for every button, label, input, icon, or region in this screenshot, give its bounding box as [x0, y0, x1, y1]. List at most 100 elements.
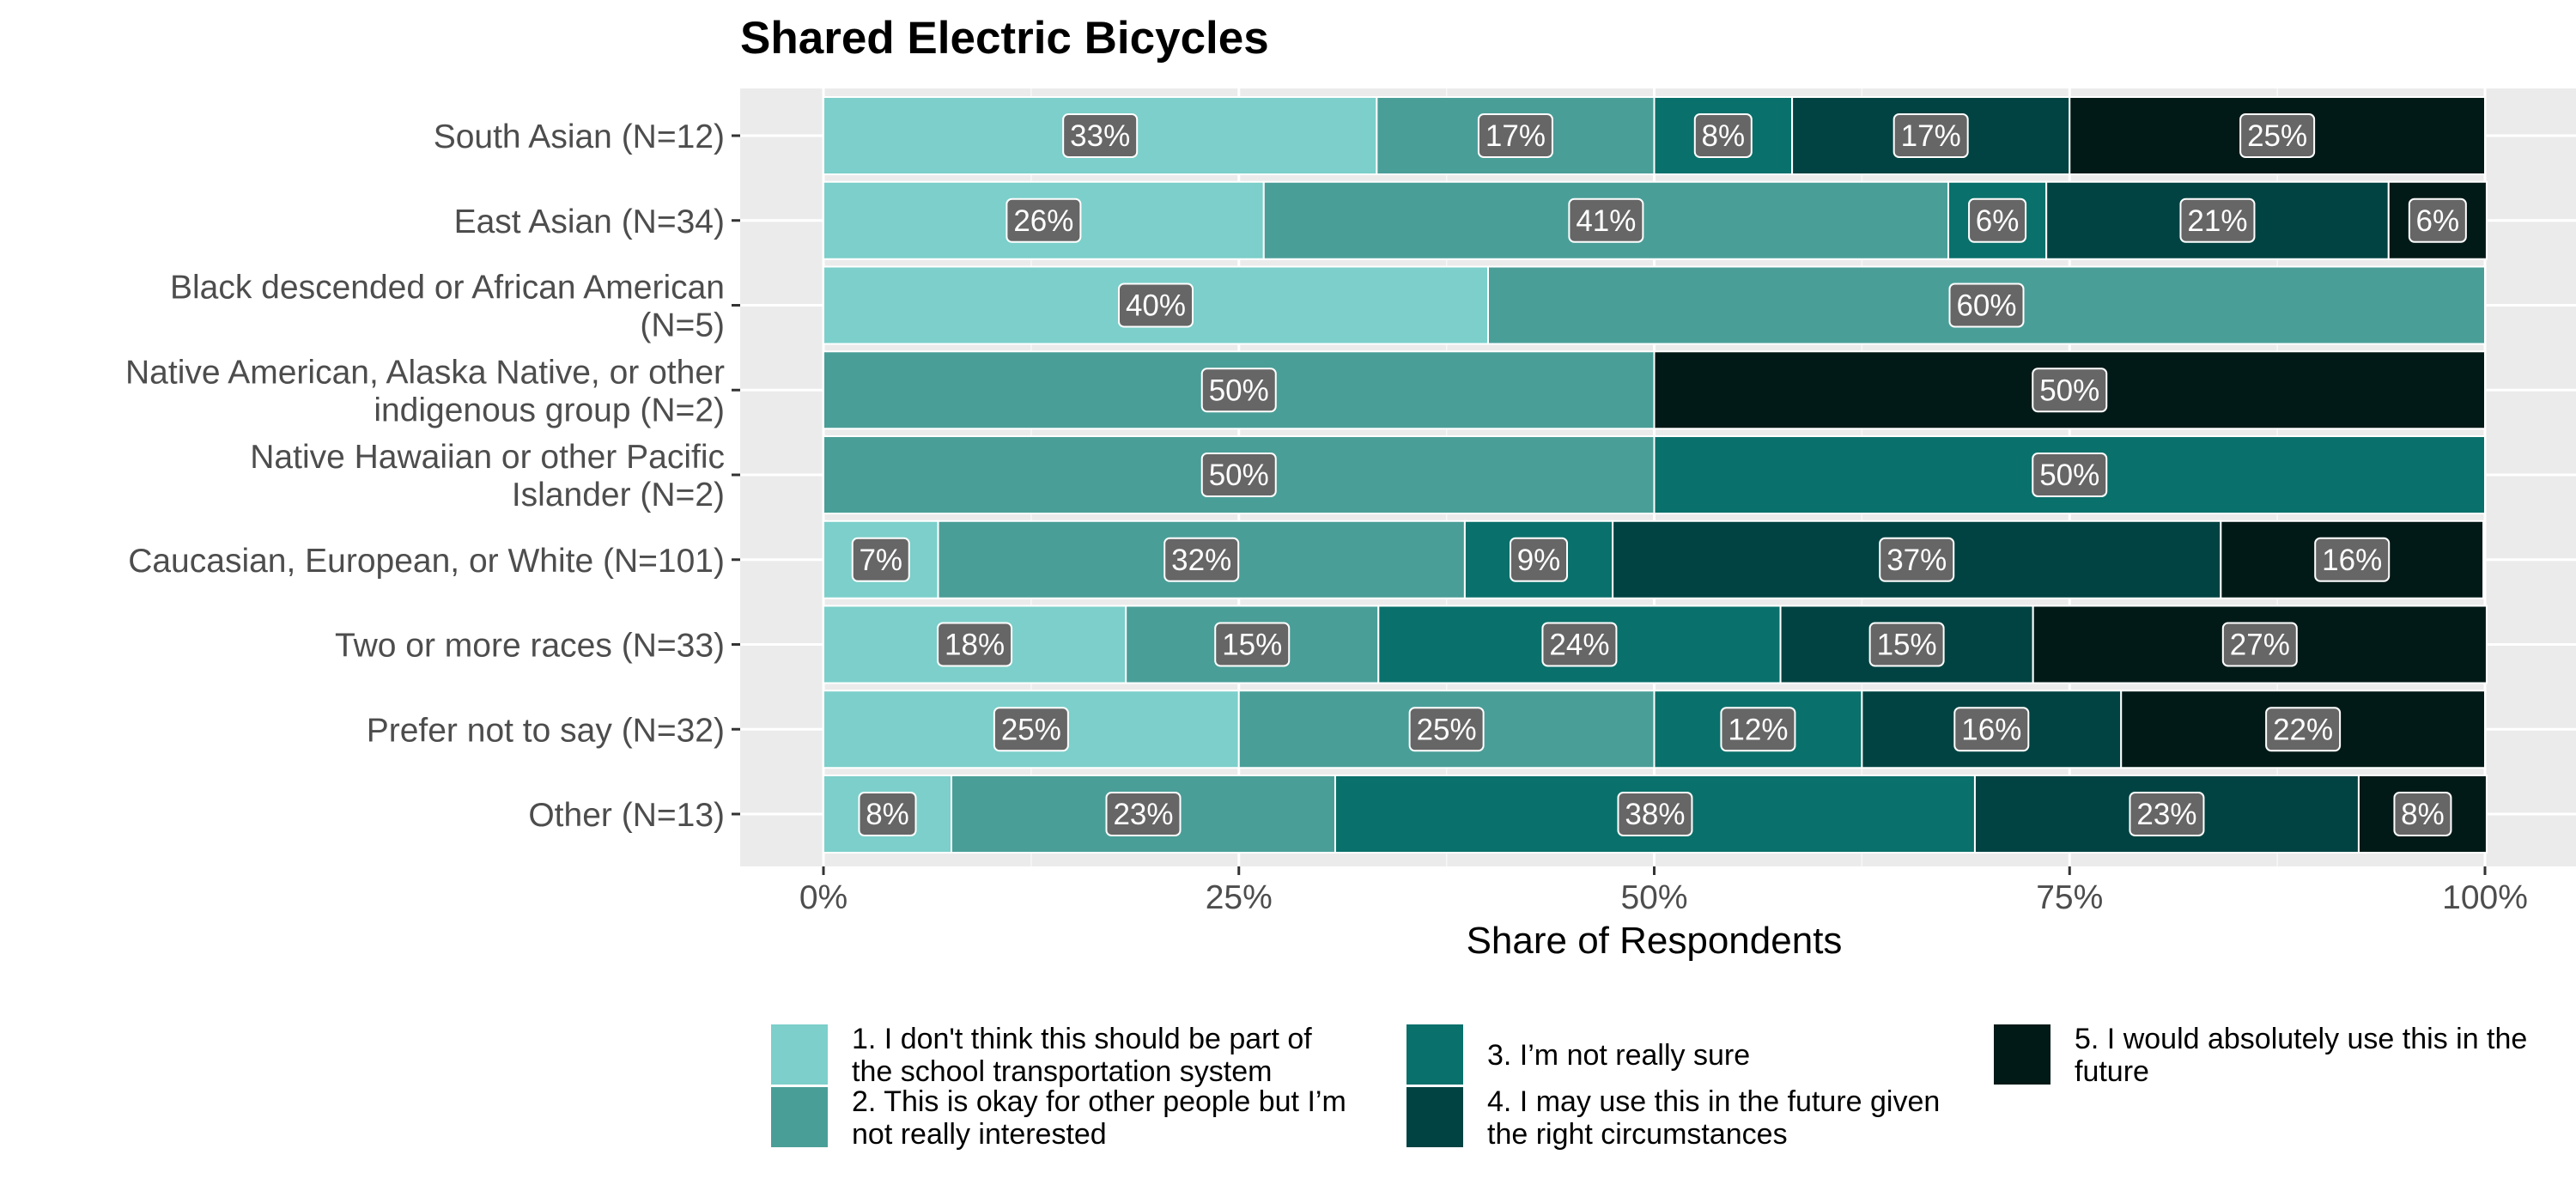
data-label-box [2221, 622, 2298, 667]
data-label-box [1720, 707, 1796, 752]
data-label: 6% [2408, 198, 2467, 243]
y-tick-label-line: (N=5) [640, 307, 725, 344]
legend-label: 3. I’m not really sure [1487, 1039, 1750, 1072]
data-label: 32% [1163, 537, 1240, 582]
data-label: 17% [1893, 113, 1969, 158]
data-label: 23% [1105, 792, 1182, 836]
data-label: 9% [1510, 537, 1569, 582]
y-tick-label: Prefer not to say (N=32) [367, 712, 725, 749]
legend-item: 1. I don't think this should be part of t… [771, 1023, 1312, 1088]
legend-label-line: 2. This is okay for other people but I’m [852, 1085, 1346, 1118]
data-label-box [2032, 368, 2108, 413]
y-tick-label-line: indigenous group (N=2) [374, 392, 725, 428]
data-label-text: 17% [1901, 119, 1961, 153]
legend-label: 4. I may use this in the future given the… [1487, 1085, 1940, 1151]
legend-label-line: future [2075, 1055, 2149, 1088]
data-label: 18% [937, 622, 1013, 667]
data-label: 26% [1005, 198, 1082, 243]
data-label-box [937, 622, 1013, 667]
x-tick-label: 0% [799, 879, 848, 916]
y-tick-label: East Asian (N=34) [454, 204, 725, 240]
bar-segment [1125, 605, 1380, 684]
bar-segment [823, 180, 1265, 260]
data-label-box [2265, 707, 2342, 752]
legend-key [1406, 1024, 1463, 1085]
data-label-box [1617, 792, 1693, 836]
data-label: 50% [1200, 368, 1277, 413]
data-label-text: 15% [1877, 629, 1937, 662]
data-label-text: 15% [1222, 629, 1282, 662]
y-tick-label: Black descended or African American (N=5) [170, 270, 725, 344]
data-label: 16% [2314, 537, 2391, 582]
legend-label: 2. This is okay for other people but I’m… [852, 1085, 1346, 1151]
data-label-text: 25% [1001, 713, 1061, 746]
data-label-text: 50% [2039, 459, 2099, 492]
data-label: 23% [2129, 792, 2205, 836]
legend-key [1406, 1087, 1463, 1147]
data-label-box [1118, 283, 1194, 328]
data-label-box [1693, 113, 1753, 158]
data-label-text: 41% [1576, 204, 1636, 238]
y-tick-label-line: Black descended or African American [170, 270, 725, 307]
data-label: 6% [1968, 198, 2027, 243]
legend-label-line: the right circumstances [1487, 1118, 1788, 1151]
data-label-text: 27% [2230, 629, 2290, 662]
legend-label-line: 3. I’m not really sure [1487, 1039, 1750, 1072]
data-label: 50% [2032, 368, 2108, 413]
data-label-text: 24% [1549, 629, 1609, 662]
y-tick-label-line: Caucasian, European, or White (N=101) [128, 543, 725, 580]
data-label-box [1510, 537, 1569, 582]
data-label-box [1005, 198, 1082, 243]
data-label-text: 21% [2187, 204, 2247, 238]
legend-label-line: 5. I would absolutely use this in the [2075, 1023, 2527, 1055]
data-label: 60% [1948, 283, 2025, 328]
legend-item: 5. I would absolutely use this in the fut… [1994, 1023, 2527, 1088]
legend-label-line: not really interested [852, 1118, 1107, 1151]
y-tick-label: Two or more races (N=33) [335, 628, 725, 665]
data-label-text: 23% [2136, 798, 2196, 831]
data-label-box [2408, 198, 2467, 243]
data-label-box [2393, 792, 2452, 836]
legend: 1. I don't think this should be part of t… [771, 1023, 2527, 1151]
data-label-text: 37% [1886, 544, 1947, 577]
y-tick-label-line: Two or more races (N=33) [335, 628, 725, 665]
chart-title: Shared Electric Bicycles [740, 13, 1269, 64]
bar-segment [823, 265, 1489, 345]
data-label: 25% [993, 707, 1069, 752]
y-tick-label-line: Native Hawaiian or other Pacific [250, 439, 725, 476]
data-label-box [2032, 453, 2108, 497]
y-tick-label: Native American, Alaska Native, or other… [125, 354, 725, 428]
data-label: 27% [2221, 622, 2298, 667]
data-label-text: 6% [1976, 204, 2020, 238]
data-label-text: 60% [1956, 289, 2016, 323]
y-tick-label-line: East Asian (N=34) [454, 204, 725, 240]
y-axis: South Asian (N=12) East Asian (N=34) Black… [125, 118, 740, 834]
x-tick-label: 50% [1620, 879, 1687, 916]
data-label: 22% [2265, 707, 2342, 752]
data-label-text: 7% [859, 544, 902, 577]
data-label-box [1541, 622, 1618, 667]
y-tick-label: Other (N=13) [528, 797, 725, 834]
data-label: 15% [1214, 622, 1291, 667]
legend-label-line: 4. I may use this in the future given [1487, 1085, 1940, 1118]
y-tick-label: Native Hawaiian or other Pacific Islander… [250, 439, 725, 514]
data-label-text: 25% [2247, 119, 2307, 153]
x-tick-label: 75% [2036, 879, 2103, 916]
legend-item: 4. I may use this in the future given the… [1406, 1085, 1940, 1151]
data-label-text: 50% [1209, 374, 1269, 407]
y-tick-label: South Asian (N=12) [434, 118, 725, 155]
bar-segment [823, 690, 1240, 769]
y-tick-label-line: Islander (N=2) [512, 477, 725, 514]
legend-key [1994, 1024, 2050, 1085]
data-label-box [1568, 198, 1644, 243]
data-label-text: 22% [2273, 713, 2333, 746]
data-label-text: 9% [1517, 544, 1561, 577]
data-label: 17% [1477, 113, 1553, 158]
y-tick-label-line: Other (N=13) [528, 797, 725, 834]
data-label-box [1879, 537, 1955, 582]
legend-item: 2. This is okay for other people but I’m… [771, 1085, 1346, 1151]
data-label: 38% [1617, 792, 1693, 836]
data-label-text: 12% [1728, 713, 1788, 746]
legend-item: 3. I’m not really sure [1406, 1024, 1750, 1085]
